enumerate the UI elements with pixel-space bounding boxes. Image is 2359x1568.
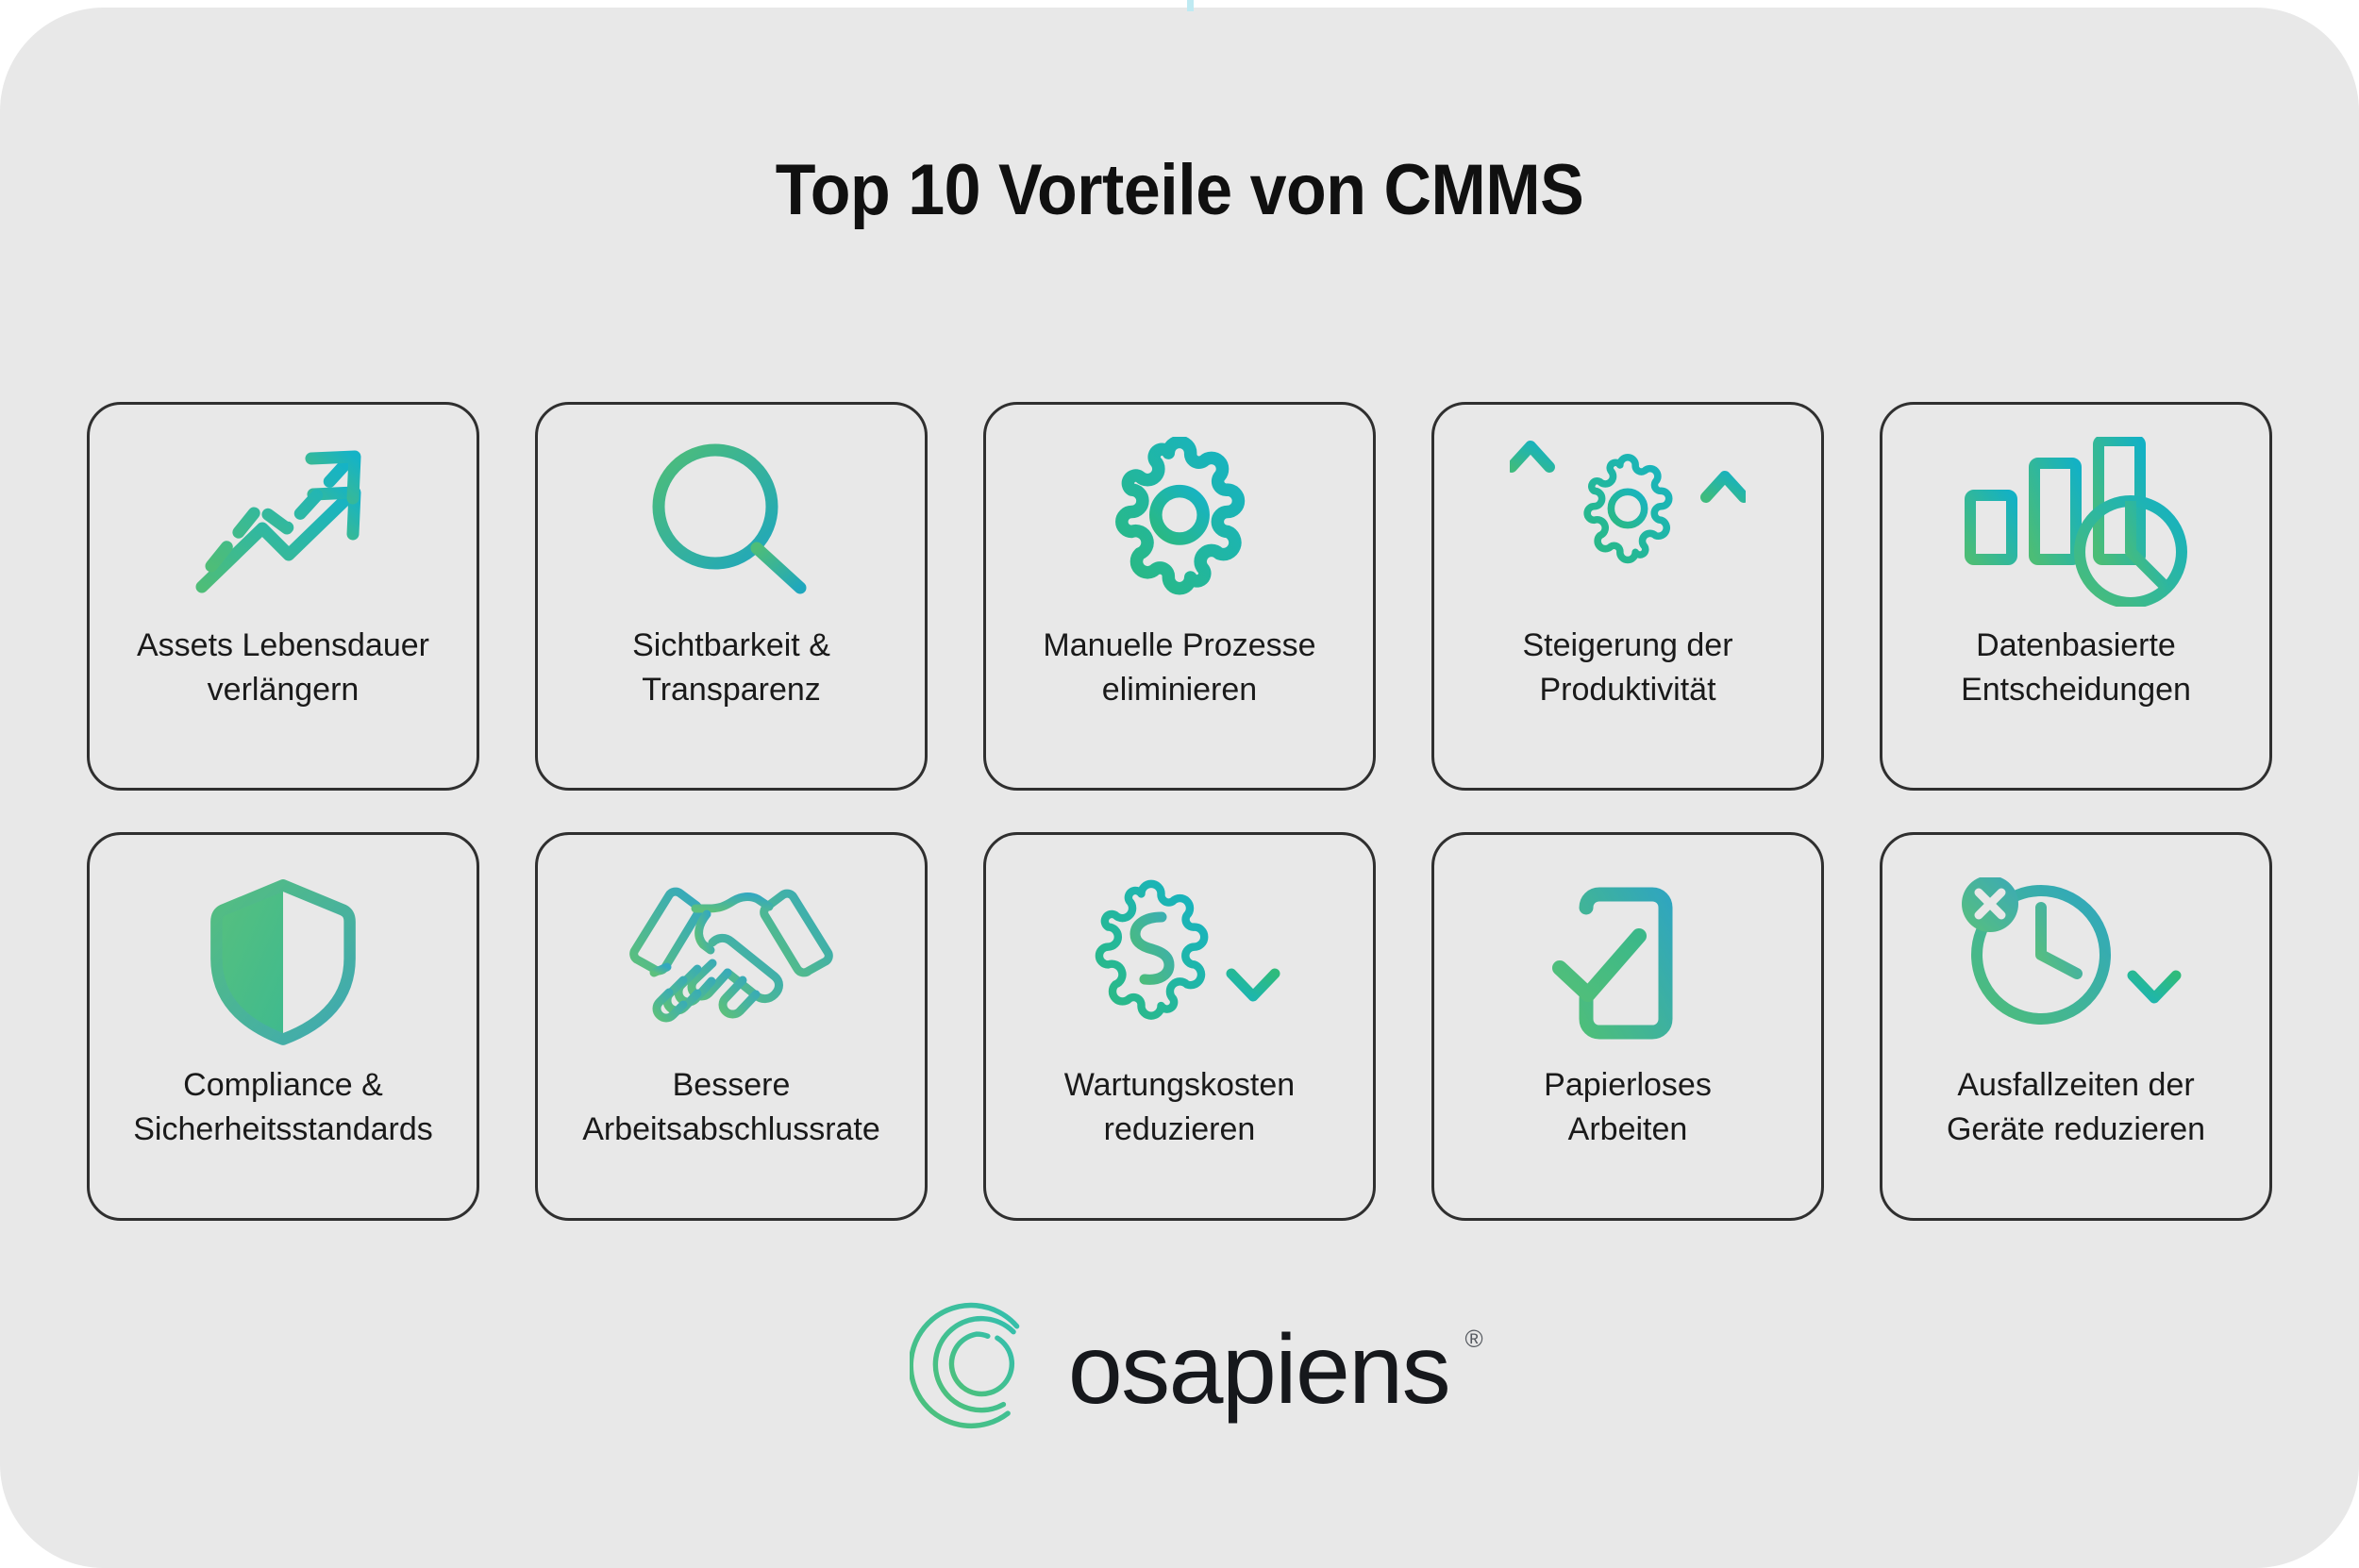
benefit-card-label: Bessere Arbeitsabschlussrate [582, 1067, 880, 1147]
gear-with-up-arrows-icon [1434, 405, 1821, 624]
benefit-card-label: Assets Lebensdauer verlängern [137, 627, 429, 708]
benefit-card-label: Ausfallzeiten der Geräte reduzieren [1946, 1067, 2206, 1147]
osapiens-concentric-arcs-logo [909, 1302, 1020, 1429]
benefit-card-label: Datenbasierte Entscheidungen [1961, 627, 2191, 708]
osapiens-wordmark: osapiens ® [1068, 1321, 1483, 1419]
page-title: Top 10 Vorteile von CMMS [775, 150, 1584, 230]
growth-arrows-icon [90, 405, 477, 624]
wordmark-text: osapiens [1067, 1315, 1451, 1425]
device-checkmark-icon [1434, 835, 1821, 1069]
benefit-card-label: Papierloses Arbeiten [1544, 1067, 1712, 1147]
benefit-card-6[interactable]: Compliance & Sicherheitsstandards [87, 832, 479, 1221]
shield-icon [90, 835, 477, 1069]
benefit-card-label: Compliance & Sicherheitsstandards [133, 1067, 433, 1147]
benefit-card-label: Sichtbarkeit & Transparenz [632, 627, 830, 708]
benefit-card-label: Wartungskosten reduzieren [1063, 1067, 1296, 1147]
benefits-grid: Assets Lebensdauer verlängern [87, 402, 2272, 1221]
benefit-card-label: Steigerung der Produktivität [1522, 627, 1733, 708]
magnifier-icon [538, 405, 925, 624]
benefit-card-10[interactable]: Ausfallzeiten der Geräte reduzieren [1880, 832, 2272, 1221]
benefit-card-7[interactable]: Bessere Arbeitsabschlussrate [535, 832, 928, 1221]
benefit-card-9[interactable]: Papierloses Arbeiten [1431, 832, 1824, 1221]
benefit-card-3[interactable]: Manuelle Prozesse eliminieren [983, 402, 1376, 791]
benefit-card-1[interactable]: Assets Lebensdauer verlängern [87, 402, 479, 791]
osapiens-logo: osapiens ® [0, 1297, 2359, 1431]
benefit-card-label: Manuelle Prozesse eliminieren [1043, 627, 1316, 708]
handshake-icon [538, 835, 925, 1069]
clock-x-down-arrow-icon [1882, 835, 2269, 1069]
benefit-card-4[interactable]: Steigerung der Produktivität [1431, 402, 1824, 791]
benefit-card-8[interactable]: Wartungskosten reduzieren [983, 832, 1376, 1221]
benefit-card-5[interactable]: Datenbasierte Entscheidungen [1880, 402, 2272, 791]
gear-icon [986, 405, 1373, 624]
benefit-card-2[interactable]: Sichtbarkeit & Transparenz [535, 402, 928, 791]
top-edge-tick-mark [1187, 0, 1194, 11]
registered-trademark-mark: ® [1464, 1325, 1482, 1353]
bar-chart-pie-icon [1882, 405, 2269, 624]
gear-dollar-down-arrow-icon [986, 835, 1373, 1069]
